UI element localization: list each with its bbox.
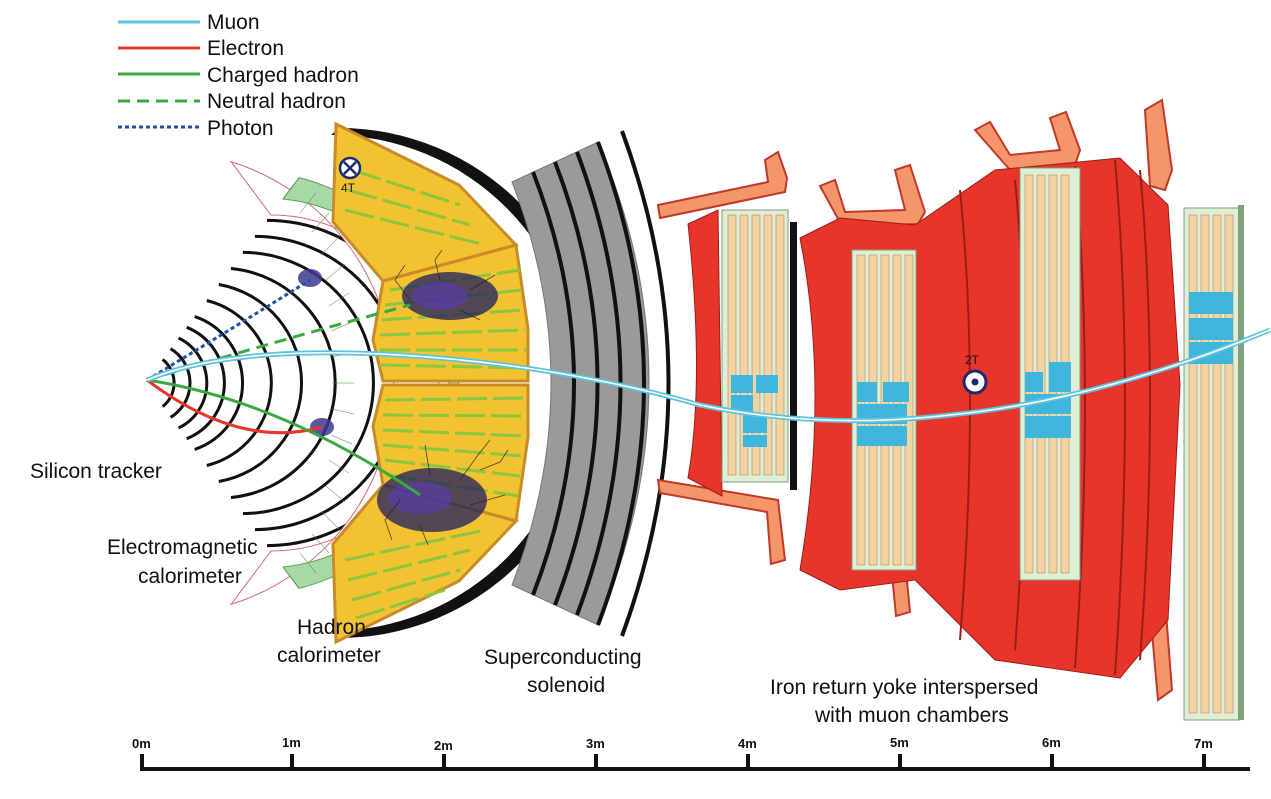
track-neutral-hadron	[146, 303, 411, 382]
label-yoke-line2: with muon chambers	[814, 704, 1009, 727]
distance-scale: 0m 1m 2m 3m 4m 5m 6m 7m	[132, 735, 1250, 771]
track-photon	[146, 278, 311, 382]
label-ecal-line1: Electromagnetic	[107, 536, 258, 559]
field-out-of-page-icon: 2T	[962, 353, 988, 395]
superconducting-solenoid	[511, 130, 671, 637]
legend-label-muon: Muon	[207, 11, 260, 34]
scale-tick-1m: 1m	[282, 735, 301, 750]
legend-label-electron: Electron	[207, 37, 284, 60]
scale-tick-2m: 2m	[434, 738, 453, 753]
particle-tracks	[146, 278, 1271, 497]
legend-label-neutral-hadron: Neutral hadron	[207, 90, 346, 113]
scale-tick-6m: 6m	[1042, 735, 1061, 750]
label-ecal-line2: calorimeter	[138, 565, 242, 588]
scale-tick-3m: 3m	[586, 736, 605, 751]
track-charged-hadron	[146, 378, 421, 497]
scale-tick-5m: 5m	[890, 735, 909, 750]
hadron-calorimeter	[331, 121, 530, 645]
component-labels: Silicon tracker Electromagnetic calorime…	[30, 460, 1038, 727]
field-label-inner: 4T	[341, 181, 356, 195]
label-solenoid-line1: Superconducting	[484, 646, 642, 669]
field-label-outer: 2T	[965, 353, 980, 367]
track-muon-inner	[146, 329, 1271, 422]
legend-label-charged-hadron: Charged hadron	[207, 64, 359, 87]
particle-showers	[298, 249, 509, 546]
track-electron	[146, 378, 323, 435]
ecal-crystal-lines	[282, 177, 355, 589]
legend-label-photon: Photon	[207, 117, 274, 140]
scale-tick-7m: 7m	[1194, 736, 1213, 751]
label-hcal-line1: Hadron	[297, 616, 366, 639]
legend: Muon Electron Charged hadron Neutral had…	[118, 11, 359, 140]
label-hcal-line2: calorimeter	[277, 644, 381, 667]
scale-tick-0m: 0m	[132, 736, 151, 751]
label-solenoid-line2: solenoid	[527, 674, 605, 697]
scale-tick-4m: 4m	[738, 736, 757, 751]
field-into-page-icon: 4T	[338, 156, 362, 195]
label-silicon-tracker: Silicon tracker	[30, 460, 162, 483]
label-yoke-line1: Iron return yoke interspersed	[770, 676, 1038, 699]
